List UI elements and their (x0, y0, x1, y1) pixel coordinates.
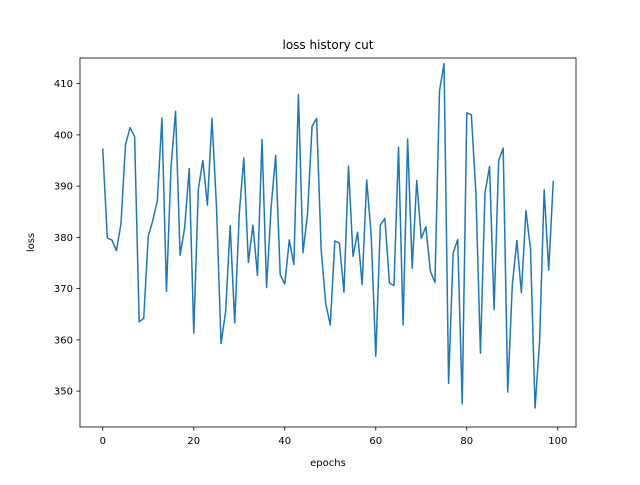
y-tick-label: 380 (54, 233, 73, 244)
chart-title: loss history cut (283, 38, 374, 52)
y-axis: 350 360 370 380 390 400 410 (54, 79, 80, 398)
y-tick-label: 410 (54, 79, 73, 90)
y-tick-label: 350 (54, 387, 73, 398)
x-tick-label: 100 (548, 436, 567, 447)
plot-frame (79, 57, 577, 428)
x-axis-label: epochs (310, 458, 346, 469)
x-axis: 0 20 40 60 80 100 (100, 427, 567, 447)
y-axis-label: loss (26, 233, 37, 252)
y-tick-label: 390 (54, 182, 73, 193)
x-tick-label: 60 (369, 436, 382, 447)
x-tick-label: 80 (460, 436, 473, 447)
x-tick-label: 20 (187, 436, 200, 447)
series-line-0 (101, 62, 555, 409)
x-tick-label: 0 (100, 436, 106, 447)
plot-layer (101, 62, 555, 409)
y-tick-label: 360 (54, 335, 73, 346)
y-tick-label: 400 (54, 130, 73, 141)
x-tick-label: 40 (278, 436, 291, 447)
y-tick-label: 370 (54, 284, 73, 295)
